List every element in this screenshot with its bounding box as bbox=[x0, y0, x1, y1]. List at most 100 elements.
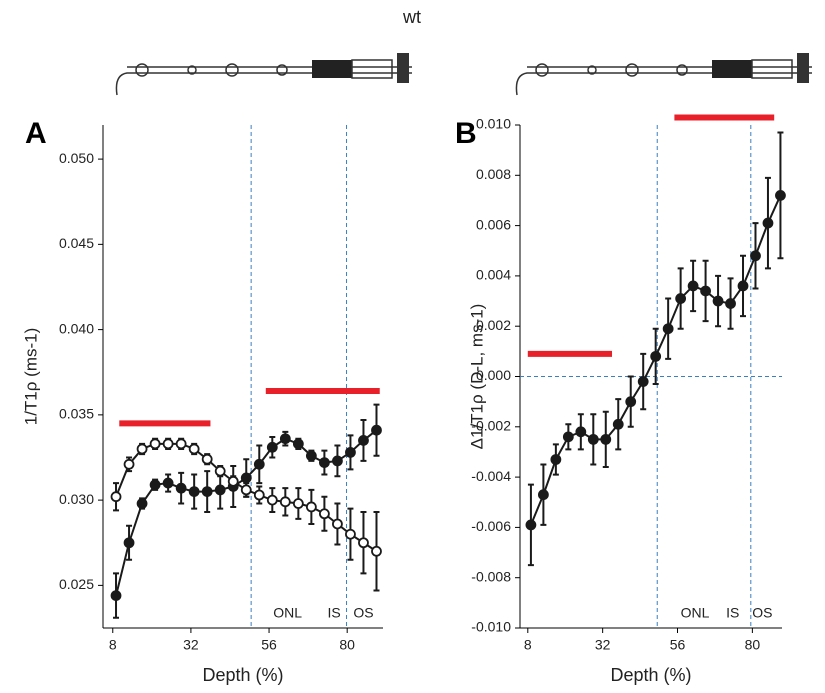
data-point bbox=[279, 433, 291, 445]
y-tick-label: -0.002 bbox=[471, 418, 511, 434]
data-point bbox=[345, 446, 356, 458]
layer-label: IS bbox=[328, 605, 341, 621]
data-point bbox=[625, 396, 637, 408]
y-tick-label: 0.000 bbox=[476, 367, 511, 383]
data-point bbox=[279, 496, 291, 508]
figure-title: wt bbox=[402, 7, 421, 27]
y-tick-label: -0.006 bbox=[471, 518, 511, 534]
y-axis-label: Δ1/T1ρ (D-L, ms-1) bbox=[467, 304, 486, 450]
data-point bbox=[762, 217, 774, 229]
data-point bbox=[292, 498, 304, 509]
data-point bbox=[201, 453, 213, 465]
y-tick-label: 0.030 bbox=[59, 491, 94, 507]
layer-label: IS bbox=[726, 605, 739, 621]
y-tick-label: 0.010 bbox=[476, 116, 511, 132]
y-tick-label: 0.025 bbox=[59, 576, 94, 592]
data-point bbox=[292, 438, 304, 450]
data-point bbox=[712, 295, 724, 307]
data-point bbox=[149, 479, 161, 491]
data-point bbox=[136, 498, 148, 509]
data-point bbox=[612, 418, 624, 430]
x-tick-label: 32 bbox=[595, 637, 611, 653]
data-point bbox=[253, 489, 265, 501]
data-point bbox=[136, 443, 148, 455]
x-tick-label: 56 bbox=[261, 637, 277, 653]
data-point bbox=[214, 465, 226, 477]
data-point bbox=[775, 190, 786, 201]
data-point bbox=[240, 484, 252, 496]
data-point bbox=[214, 484, 226, 496]
y-tick-label: 0.004 bbox=[476, 267, 511, 283]
data-point bbox=[318, 457, 330, 469]
y-tick-label: 0.008 bbox=[476, 166, 511, 182]
data-point bbox=[600, 433, 612, 445]
data-point bbox=[253, 458, 265, 470]
data-point bbox=[358, 537, 369, 549]
data-point bbox=[662, 323, 674, 335]
layer-label: ONL bbox=[681, 605, 710, 621]
data-point bbox=[587, 433, 599, 445]
data-point bbox=[305, 450, 317, 462]
data-point bbox=[123, 458, 135, 470]
y-tick-label: -0.008 bbox=[471, 568, 511, 584]
data-point bbox=[123, 537, 135, 549]
data-point bbox=[227, 475, 239, 487]
data-point bbox=[188, 443, 200, 455]
layer-label: OS bbox=[353, 605, 373, 621]
y-tick-label: 0.035 bbox=[59, 406, 94, 422]
data-point bbox=[562, 431, 574, 443]
layer-label: OS bbox=[752, 605, 772, 621]
data-point bbox=[332, 455, 343, 467]
layer-label: ONL bbox=[273, 605, 302, 621]
data-point bbox=[266, 441, 278, 453]
x-tick-label: 32 bbox=[183, 637, 199, 653]
data-point bbox=[537, 489, 549, 501]
panel-label: A bbox=[25, 117, 47, 150]
panel-label: B bbox=[455, 117, 477, 150]
y-tick-label: -0.004 bbox=[471, 468, 511, 484]
data-point bbox=[737, 280, 749, 292]
data-point bbox=[266, 494, 278, 506]
data-point bbox=[175, 482, 187, 494]
y-tick-label: 0.045 bbox=[59, 235, 94, 251]
x-tick-label: 8 bbox=[109, 637, 117, 653]
y-tick-label: 0.040 bbox=[59, 320, 94, 336]
x-axis-label: Depth (%) bbox=[202, 665, 283, 685]
data-point bbox=[332, 518, 343, 530]
data-point bbox=[201, 486, 213, 497]
data-point bbox=[318, 508, 330, 520]
data-point bbox=[525, 519, 537, 531]
data-point bbox=[687, 280, 699, 292]
y-tick-label: 0.050 bbox=[59, 150, 94, 166]
data-point bbox=[188, 486, 200, 497]
data-point bbox=[345, 528, 356, 540]
data-point bbox=[371, 424, 382, 436]
x-axis-label: Depth (%) bbox=[610, 665, 691, 685]
data-point bbox=[725, 298, 736, 309]
data-point bbox=[240, 472, 252, 484]
data-point bbox=[750, 250, 761, 262]
x-tick-label: 8 bbox=[524, 637, 532, 653]
x-tick-label: 56 bbox=[670, 637, 686, 653]
data-point bbox=[358, 435, 369, 446]
data-point bbox=[110, 590, 122, 602]
data-point bbox=[162, 438, 174, 450]
data-point bbox=[700, 285, 711, 297]
x-tick-label: 80 bbox=[745, 637, 761, 653]
data-point bbox=[550, 454, 562, 465]
data-point bbox=[637, 376, 649, 387]
y-tick-label: -0.010 bbox=[471, 619, 511, 635]
data-point bbox=[371, 545, 382, 557]
data-point bbox=[575, 426, 587, 438]
data-point bbox=[650, 350, 662, 362]
y-tick-label: 0.006 bbox=[476, 216, 511, 232]
data-point bbox=[162, 477, 174, 489]
y-tick-label: 0.002 bbox=[476, 317, 511, 333]
y-axis-label: 1/T1ρ (ms-1) bbox=[21, 328, 40, 426]
data-point bbox=[675, 293, 687, 304]
data-point bbox=[305, 501, 317, 513]
x-tick-label: 80 bbox=[339, 637, 355, 653]
retina-schematic-a bbox=[115, 53, 412, 96]
data-point bbox=[175, 438, 187, 450]
